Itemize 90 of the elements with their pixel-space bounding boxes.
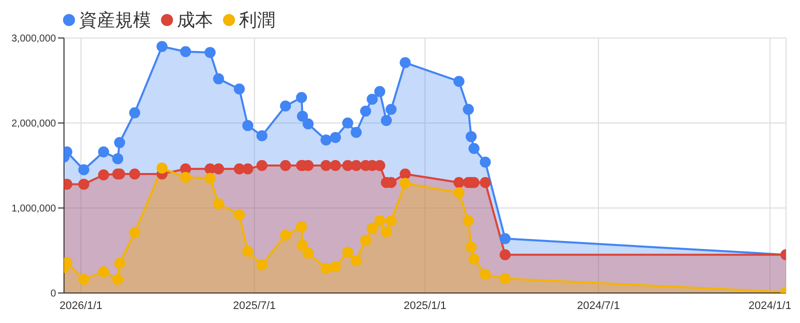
- point: [342, 118, 354, 128]
- point: [400, 178, 411, 189]
- point: [330, 132, 341, 143]
- point: [330, 261, 341, 272]
- point: [296, 221, 308, 232]
- point: [242, 163, 254, 174]
- point: [360, 234, 372, 246]
- point: [500, 233, 511, 244]
- point: [114, 258, 126, 269]
- point: [280, 100, 291, 112]
- point: [366, 222, 378, 234]
- point: [380, 114, 392, 126]
- point: [296, 110, 308, 122]
- point: [234, 84, 245, 94]
- point: [213, 163, 224, 174]
- point: [480, 156, 491, 168]
- point: [453, 76, 464, 87]
- legend-label: 成本: [177, 9, 213, 32]
- x-tick-label: 2024/1/1: [748, 300, 792, 312]
- point: [500, 273, 511, 284]
- point: [98, 266, 110, 278]
- point: [480, 177, 491, 188]
- point: [256, 160, 268, 171]
- point: [180, 172, 192, 183]
- y-tick-label: 3,000,000: [12, 34, 56, 45]
- point: [213, 198, 224, 210]
- point: [280, 160, 291, 171]
- point: [242, 120, 254, 132]
- point: [204, 172, 216, 184]
- point: [112, 274, 124, 285]
- legend-label: 資産規模: [79, 9, 151, 32]
- point: [453, 177, 464, 188]
- point: [256, 259, 268, 270]
- point: [180, 46, 192, 58]
- point: [468, 254, 480, 264]
- point: [453, 187, 464, 198]
- point: [400, 168, 411, 180]
- point: [360, 106, 372, 117]
- point: [320, 134, 332, 146]
- point: [78, 274, 90, 285]
- point: [114, 137, 126, 148]
- point: [468, 143, 480, 154]
- y-tick-label: 0: [50, 288, 56, 300]
- point: [280, 230, 291, 241]
- point: [204, 46, 216, 58]
- point: [320, 160, 332, 171]
- y-tick-label: 1,000,000: [12, 204, 56, 215]
- y-tick-label: 2,000,000: [12, 118, 56, 130]
- x-tick-label: 2024/7/1: [577, 300, 620, 312]
- point: [302, 248, 314, 259]
- point: [374, 86, 386, 98]
- point: [213, 73, 224, 84]
- point: [129, 168, 140, 180]
- point: [112, 153, 124, 164]
- point: [296, 92, 308, 103]
- point: [466, 242, 477, 253]
- point: [302, 118, 314, 130]
- point: [78, 178, 90, 190]
- x-tick-label: 2025/1/1: [404, 300, 446, 312]
- point: [296, 240, 308, 251]
- point: [78, 164, 90, 176]
- point: [98, 146, 110, 158]
- point: [342, 246, 354, 258]
- point: [350, 255, 362, 266]
- point: [386, 104, 397, 115]
- point: [466, 131, 477, 142]
- point: [320, 262, 332, 274]
- point: [234, 209, 245, 220]
- x-tick-label: 2026/1/1: [60, 300, 102, 312]
- point: [350, 160, 362, 171]
- point: [500, 249, 511, 260]
- point: [386, 215, 397, 226]
- point: [480, 268, 491, 280]
- point: [242, 246, 254, 257]
- point: [366, 94, 378, 105]
- point: [98, 169, 110, 180]
- point: [350, 126, 362, 138]
- x-tick-label: 2025/7/1: [232, 300, 276, 312]
- point: [380, 226, 392, 238]
- point: [156, 162, 168, 174]
- point: [156, 41, 168, 52]
- point: [129, 107, 140, 118]
- legend-label: 利潤: [239, 9, 275, 32]
- point: [330, 160, 341, 171]
- point: [374, 215, 386, 226]
- point: [400, 57, 411, 68]
- point: [462, 215, 474, 226]
- point: [462, 104, 474, 115]
- point: [129, 227, 140, 238]
- point: [256, 130, 268, 142]
